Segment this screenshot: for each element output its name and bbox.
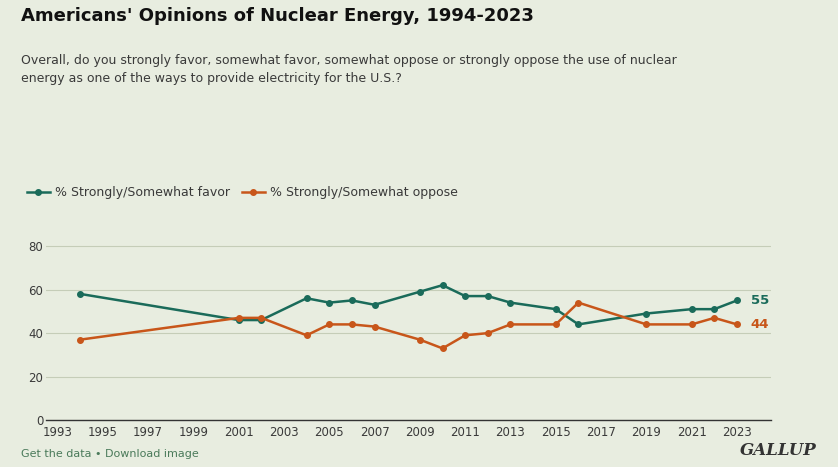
Legend: % Strongly/Somewhat favor, % Strongly/Somewhat oppose: % Strongly/Somewhat favor, % Strongly/So…: [27, 186, 458, 199]
Text: GALLUP: GALLUP: [740, 442, 817, 459]
Text: 44: 44: [751, 318, 769, 331]
Text: Get the data • Download image: Get the data • Download image: [21, 449, 199, 459]
Text: Americans' Opinions of Nuclear Energy, 1994-2023: Americans' Opinions of Nuclear Energy, 1…: [21, 7, 534, 25]
Text: 55: 55: [751, 294, 768, 307]
Text: Overall, do you strongly favor, somewhat favor, somewhat oppose or strongly oppo: Overall, do you strongly favor, somewhat…: [21, 54, 677, 85]
